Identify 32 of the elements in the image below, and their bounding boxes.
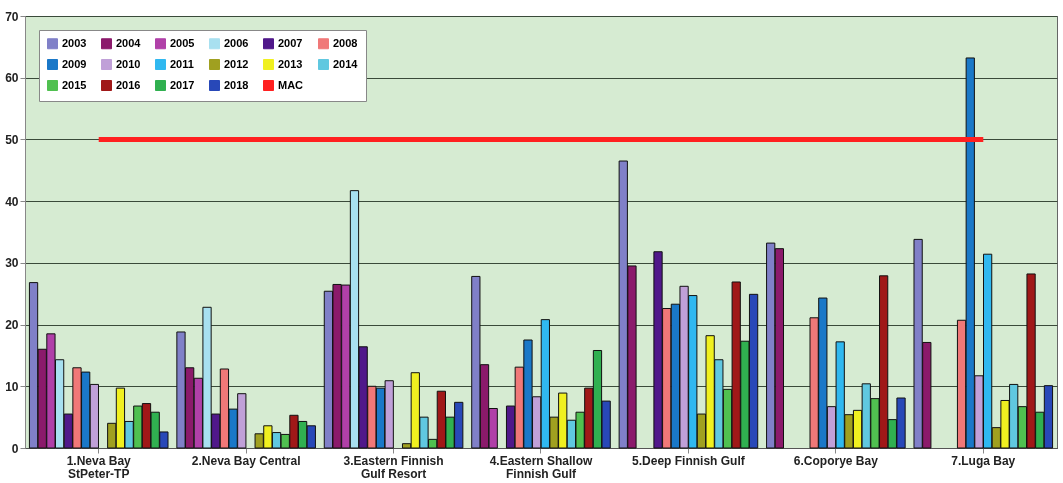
legend-label: 2011 (170, 57, 194, 70)
legend-label: 2003 (62, 36, 87, 49)
x-tick-label: 4.Eastern Shallow Finnish Gulf (489, 453, 594, 481)
legend-label: 2018 (224, 78, 249, 91)
x-tick-label: 3.Eastern Finnish Gulf Resort (343, 453, 444, 481)
legend-label: 2014 (333, 57, 359, 70)
legend-label: 2004 (116, 36, 142, 49)
legend-label: 2016 (116, 78, 141, 91)
y-tick-label: 50 (5, 132, 19, 147)
legend-label: 2010 (116, 57, 141, 70)
x-tick-label: 6.Coporye Bay (793, 453, 879, 468)
legend-label: 2017 (170, 78, 195, 91)
legend-label: 2015 (62, 78, 87, 91)
legend-label: 2012 (224, 57, 249, 70)
legend-label: 2008 (333, 36, 358, 49)
legend-label: 2009 (62, 57, 87, 70)
y-tick-label: 40 (5, 194, 19, 209)
x-tick-label: 1.Neva Bay StPeter-TP (66, 453, 132, 481)
y-tick-label: 70 (5, 9, 19, 24)
legend-label: 2007 (278, 36, 303, 49)
legend-label: 2006 (224, 36, 249, 49)
legend-label: 2005 (170, 36, 195, 49)
y-tick-label: 30 (5, 256, 19, 271)
x-tick-label: 7.Luga Bay (951, 453, 1016, 468)
legend-label: 2013 (278, 57, 303, 70)
legend-label: MAC (278, 78, 304, 91)
x-tick-label: 2.Neva Bay Central (191, 453, 301, 468)
y-tick-label: 20 (5, 318, 19, 333)
y-tick-label: 10 (5, 379, 19, 394)
y-tick-label: 60 (5, 71, 19, 86)
x-tick-label: 5.Deep Finnish Gulf (632, 453, 746, 468)
y-tick-label: 0 (11, 441, 19, 456)
